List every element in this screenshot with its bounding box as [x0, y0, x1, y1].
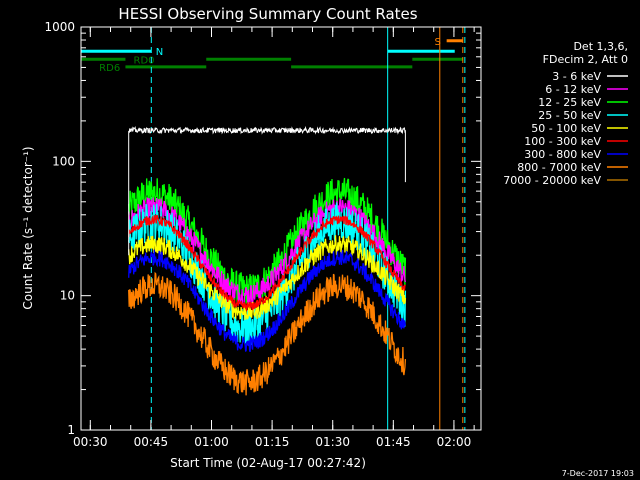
- axes: 1 10 100 1000 00:30 00:45 01:00 01:15 01:30 01:45…: [44, 20, 482, 449]
- flag-label: S: [435, 37, 441, 48]
- series-line: [128, 271, 407, 396]
- legend-header: FDecim 2, Att 0: [543, 53, 628, 66]
- plot-frame: [80, 26, 482, 431]
- legend-entry: 100 - 300 keV: [524, 135, 601, 148]
- series-line: [128, 125, 406, 256]
- legend-entry: 800 - 7000 keV: [517, 161, 601, 174]
- legend-entry: 7000 - 20000 keV: [503, 174, 601, 187]
- x-axis-label: Start Time (02-Aug-17 00:27:42): [170, 456, 366, 470]
- legend-entry: 12 - 25 keV: [538, 96, 601, 109]
- chart-title: HESSI Observing Summary Count Rates: [118, 5, 417, 23]
- series-line: [128, 197, 407, 307]
- x-tick-label: 00:45: [134, 435, 169, 449]
- legend-entry: 6 - 12 keV: [545, 83, 601, 96]
- y-tick-label: 100: [52, 154, 75, 168]
- plot-timestamp: 7-Dec-2017 19:03: [562, 469, 634, 478]
- series-line: [128, 249, 407, 353]
- flag-label: RD0: [134, 55, 155, 66]
- y-axis-label: Count Rate (s⁻¹ detector⁻¹): [21, 146, 35, 309]
- series-line: [128, 235, 407, 320]
- x-tick-label: 01:45: [376, 435, 411, 449]
- legend-entry: 300 - 800 keV: [524, 148, 601, 161]
- x-tick-label: 00:30: [73, 435, 108, 449]
- x-tick-label: 01:15: [255, 435, 290, 449]
- series-line: [128, 214, 406, 312]
- flag-label: N: [156, 47, 163, 58]
- x-tick-label: 01:30: [315, 435, 350, 449]
- flag-label: RD6: [99, 63, 120, 74]
- legend-header: Det 1,3,6,: [573, 40, 628, 53]
- legend-entry: 3 - 6 keV: [552, 70, 601, 83]
- x-tick-label: 02:00: [437, 435, 472, 449]
- y-tick-label: 1: [67, 423, 75, 437]
- x-tick-label: 01:00: [194, 435, 229, 449]
- series-lines: [128, 125, 407, 396]
- y-tick-label: 1000: [44, 20, 75, 34]
- y-tick-label: 10: [60, 289, 75, 303]
- flag-bars: N S RD0 RD6: [81, 37, 463, 74]
- legend-entry: 25 - 50 keV: [538, 109, 601, 122]
- legend-entry: 50 - 100 keV: [531, 122, 601, 135]
